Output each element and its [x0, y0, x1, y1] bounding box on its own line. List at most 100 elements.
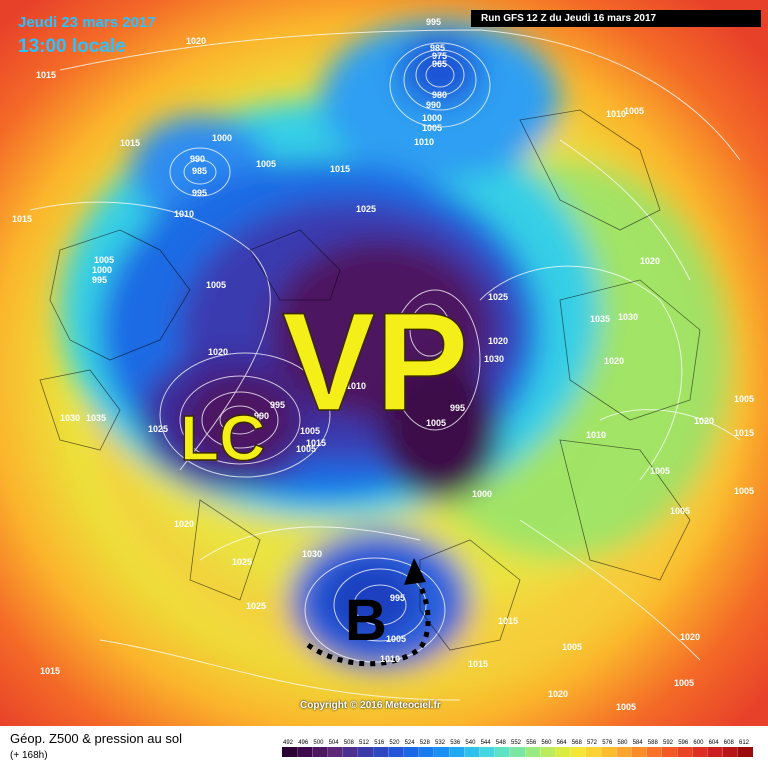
isobar-label: 1030: [302, 549, 322, 559]
isobar-label: 1015: [12, 214, 32, 224]
legend-tick: 508: [344, 740, 355, 746]
legend-swatch: [494, 747, 510, 757]
legend-swatch: [342, 747, 358, 757]
isobar-label: 990: [426, 100, 441, 110]
isobar-label: 995: [270, 400, 285, 410]
isobar-label: 1005: [734, 394, 754, 404]
isobar-label: 1030: [618, 312, 638, 322]
isobar-label: 1005: [674, 678, 694, 688]
legend-tick: 600: [693, 740, 704, 746]
isobar-label: 1020: [604, 356, 624, 366]
legend-swatch: [662, 747, 677, 757]
legend-tick: 576: [602, 740, 613, 746]
isobar-label: 1000: [472, 489, 492, 499]
legend-tick: 500: [313, 740, 324, 746]
legend-tick: 564: [557, 740, 568, 746]
isobar-label: 1025: [148, 424, 168, 434]
valid-time: 13:00 locale: [18, 36, 126, 57]
legend-swatch: [646, 747, 662, 757]
lc-annotation: LC: [180, 402, 265, 474]
color-legend: 492 496 500 504 508 512 516 520 524 528 532 536 540 5…: [282, 740, 753, 757]
legend-swatch: [449, 747, 465, 757]
isobar-label: 1005: [256, 159, 276, 169]
legend-swatch: [692, 747, 708, 757]
isobar-label: 1010: [174, 209, 194, 219]
isobar-label: 1005: [734, 486, 754, 496]
isobar-label: 1020: [640, 256, 660, 266]
legend-swatch: [358, 747, 373, 757]
isobar-label: 995: [192, 188, 207, 198]
isobar-label: 995: [426, 17, 441, 27]
legend-swatch: [707, 747, 723, 757]
isobar-label: 1005: [616, 702, 636, 712]
b-annotation: B: [345, 588, 387, 653]
legend-tick: 492: [283, 740, 294, 746]
legend-swatch: [722, 747, 738, 757]
legend-tick: 580: [617, 740, 628, 746]
isobar-label: 1005: [670, 506, 690, 516]
legend-swatch: [510, 747, 525, 757]
legend-tick: 612: [739, 740, 750, 746]
legend-swatch: [327, 747, 343, 757]
isobar-label: 1015: [306, 438, 326, 448]
legend-swatch: [540, 747, 556, 757]
legend-swatch: [570, 747, 586, 757]
legend-tick: 556: [526, 740, 537, 746]
legend-tick: 572: [587, 740, 598, 746]
legend-tick: 560: [541, 740, 552, 746]
isobar-label: 1020: [694, 416, 714, 426]
legend-swatch: [479, 747, 495, 757]
isobar-label: 985: [430, 43, 445, 53]
annotation-labels: VP LC: [179, 282, 469, 475]
legend-swatch: [403, 747, 419, 757]
isobar-label: 1010: [606, 109, 626, 119]
legend-tick: 544: [481, 740, 492, 746]
isobar-label: 1000: [92, 265, 112, 275]
isobar-label: 1015: [330, 164, 350, 174]
legend-tick: 496: [298, 740, 309, 746]
legend-tick: 512: [359, 740, 370, 746]
isobar-label: 1030: [484, 354, 504, 364]
isobar-label: 1005: [422, 123, 442, 133]
isobar-label: 1005: [300, 426, 320, 436]
legend-swatch: [525, 747, 541, 757]
legend-swatch: [388, 747, 404, 757]
legend-swatch: [297, 747, 313, 757]
isobar-label: 1005: [206, 280, 226, 290]
low-pressure-b-path: [306, 558, 431, 667]
legend-swatch: [555, 747, 571, 757]
isobar-label: 995: [390, 593, 405, 603]
isobar-label: 995: [92, 275, 107, 285]
isobar-label: 1010: [414, 137, 434, 147]
isobar-label: 1020: [174, 519, 194, 529]
isobar-label: 1020: [186, 36, 206, 46]
isobar-label: 990: [254, 411, 269, 421]
legend-tick: 596: [678, 740, 689, 746]
height-field: [60, 20, 740, 680]
coastlines: [39, 109, 701, 651]
isobar-label: 1025: [356, 204, 376, 214]
isobar-label: 1015: [468, 659, 488, 669]
legend-swatch: [434, 747, 449, 757]
legend-tick: 536: [450, 740, 461, 746]
isobar-label: 1020: [548, 689, 568, 699]
valid-date: Jeudi 23 mars 2017: [18, 14, 156, 31]
legend-tick: 604: [709, 740, 720, 746]
legend-tick: 516: [374, 740, 385, 746]
product-title: Géop. Z500 & pression au sol: [10, 731, 182, 746]
legend-swatch: [601, 747, 617, 757]
legend-swatch: [418, 747, 434, 757]
isobar-label: 1025: [232, 557, 252, 567]
isobar-label: 1010: [346, 381, 366, 391]
isobar-label: 1010: [586, 430, 606, 440]
legend-tick: 540: [465, 740, 476, 746]
run-info: Run GFS 12 Z du Jeudi 16 mars 2017: [471, 10, 761, 27]
isobar-label: 1015: [734, 428, 754, 438]
isobar-label: 1005: [650, 466, 670, 476]
isobar-label: 1030: [60, 413, 80, 423]
isobar-label: 1005: [624, 106, 644, 116]
isobar-labels: 1020 1015 995 985 975 965 980 990 1000 1…: [12, 17, 754, 712]
isobar-label: 1035: [590, 314, 610, 324]
isobar-label: 1005: [426, 418, 446, 428]
